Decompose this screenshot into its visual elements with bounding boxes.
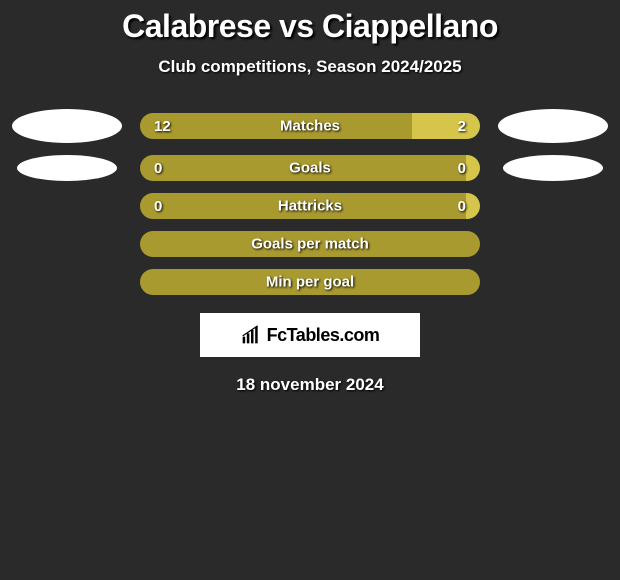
logo-text: FcTables.com	[267, 325, 380, 346]
bars-chart-icon	[241, 325, 261, 345]
stat-left-value: 0	[140, 155, 466, 181]
subtitle: Club competitions, Season 2024/2025	[158, 57, 461, 77]
stat-bar: Min per goal	[140, 269, 480, 295]
stat-right-value: 2	[412, 113, 480, 139]
player-left-avatar	[17, 155, 117, 181]
stat-right-value: 0	[466, 193, 480, 219]
stats-grid: 122Matches 00Goals 00Hattricks Goals per ma…	[2, 109, 618, 295]
player-left-avatar	[12, 109, 122, 143]
player-right-avatar	[503, 155, 603, 181]
player-right-avatar	[498, 109, 608, 143]
stat-bar: 00Goals	[140, 155, 480, 181]
date-text: 18 november 2024	[236, 375, 383, 395]
stat-right-value: 0	[466, 155, 480, 181]
page-title: Calabrese vs Ciappellano	[122, 8, 498, 45]
stat-left-value: 12	[140, 113, 412, 139]
stat-bar-fill	[140, 269, 480, 295]
stat-bar: Goals per match	[140, 231, 480, 257]
logo-box: FcTables.com	[200, 313, 420, 357]
stat-bar: 122Matches	[140, 113, 480, 139]
stat-left-value: 0	[140, 193, 466, 219]
stat-bar-fill	[140, 231, 480, 257]
stat-bar: 00Hattricks	[140, 193, 480, 219]
